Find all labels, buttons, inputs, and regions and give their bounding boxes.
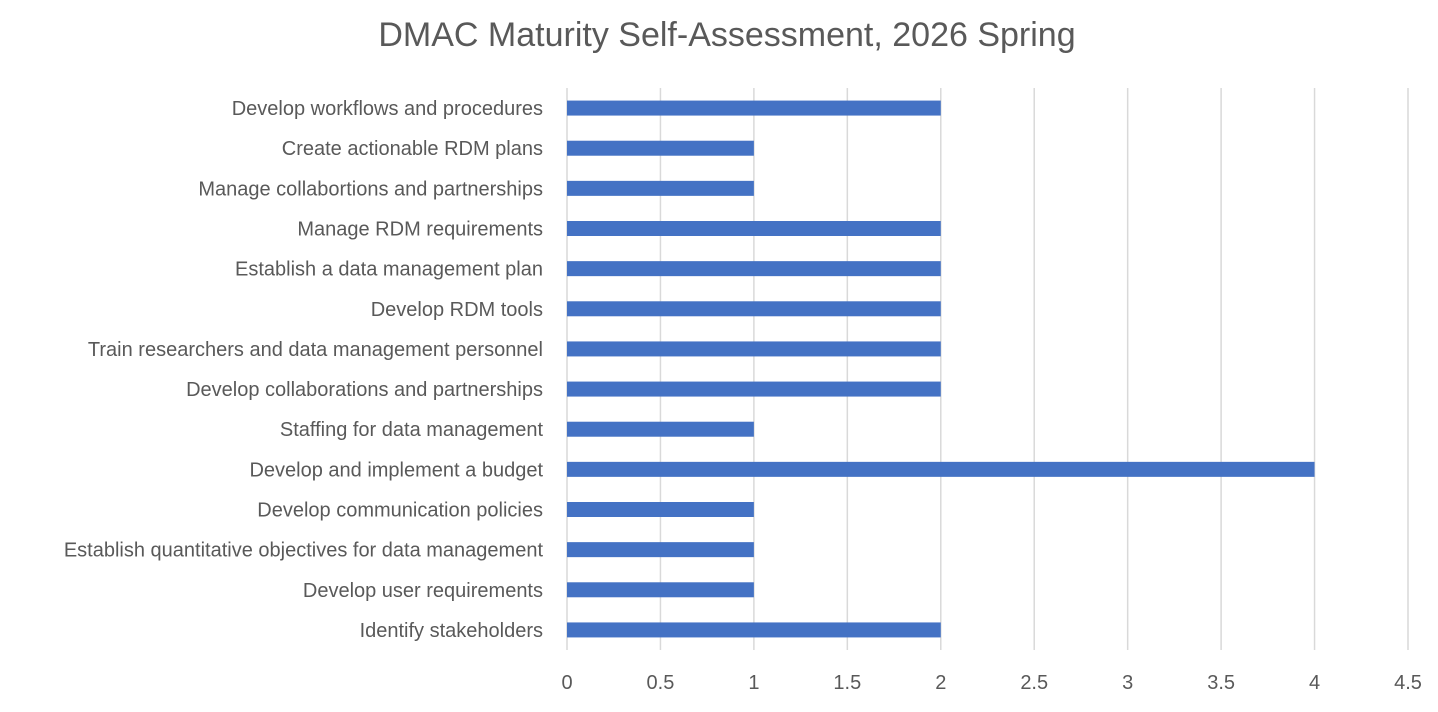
category-label: Manage RDM requirements (297, 219, 543, 241)
category-label: Develop workflows and procedures (232, 98, 543, 120)
x-tick-label: 1 (748, 672, 759, 694)
bar (567, 180, 754, 196)
category-label: Create actionable RDM plans (282, 138, 543, 160)
bar (567, 421, 754, 437)
gridlines (566, 88, 1409, 650)
bar (567, 341, 941, 357)
x-tick-label: 0.5 (647, 672, 675, 694)
bar (567, 582, 754, 598)
category-label: Establish quantitative objectives for da… (64, 540, 544, 562)
category-label: Develop and implement a budget (249, 459, 543, 481)
category-label: Develop RDM tools (371, 299, 543, 321)
bar (567, 381, 941, 397)
category-label: Staffing for data management (280, 419, 544, 441)
bar (567, 461, 1315, 477)
bar (567, 301, 941, 317)
x-tick-label: 2 (935, 672, 946, 694)
x-tick-label: 3 (1122, 672, 1133, 694)
x-tick-label: 1.5 (833, 672, 861, 694)
bar (567, 542, 754, 558)
x-axis-tick-labels: 0 0.5 1 1.5 2 2.5 3 3.5 4 4.5 (561, 672, 1421, 694)
x-tick-label: 2.5 (1020, 672, 1048, 694)
x-tick-label: 0 (561, 672, 572, 694)
x-tick-label: 4 (1309, 672, 1320, 694)
category-labels: Develop workflows and procedures Create a… (64, 98, 544, 642)
bar (567, 100, 941, 116)
bar (567, 622, 941, 638)
category-label: Train researchers and data management pe… (88, 339, 543, 361)
category-label: Manage collabortions and partnerships (198, 178, 543, 200)
category-label: Develop communication policies (257, 500, 543, 522)
bar (567, 502, 754, 517)
category-label: Establish a data management plan (235, 259, 543, 281)
x-tick-label: 4.5 (1394, 672, 1422, 694)
category-label: Identify stakeholders (360, 620, 543, 642)
category-label: Develop user requirements (303, 580, 543, 602)
x-tick-label: 3.5 (1207, 672, 1235, 694)
bar (567, 221, 941, 236)
bar (567, 261, 941, 277)
bars (567, 100, 1315, 638)
category-label: Develop collaborations and partnerships (186, 379, 543, 401)
bar (567, 140, 754, 156)
chart-title: DMAC Maturity Self-Assessment, 2026 Spri… (378, 16, 1075, 54)
